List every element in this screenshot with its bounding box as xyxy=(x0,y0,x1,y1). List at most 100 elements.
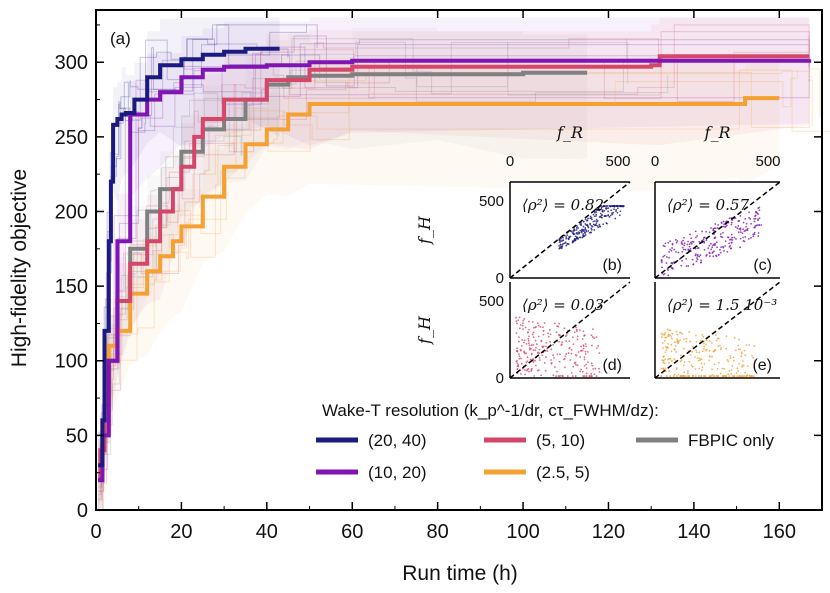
inset-point xyxy=(564,241,567,244)
inset-point xyxy=(669,248,672,251)
inset-point xyxy=(518,340,520,343)
inset-point xyxy=(564,366,566,369)
inset-point xyxy=(534,339,537,342)
inset-point xyxy=(591,344,593,347)
inset-point xyxy=(582,225,585,228)
inset-point xyxy=(525,342,528,345)
inset-point xyxy=(717,361,720,364)
inset-y-label: f_H xyxy=(415,215,434,245)
inset-point xyxy=(593,215,596,218)
inset-point xyxy=(590,218,593,221)
inset-point xyxy=(523,317,526,320)
inset-point xyxy=(613,208,615,210)
inset-point xyxy=(517,363,520,366)
inset-point xyxy=(670,262,673,264)
inset-point xyxy=(670,350,673,353)
inset-point xyxy=(590,228,593,231)
inset-point xyxy=(517,319,520,322)
inset-point xyxy=(696,258,699,261)
inset-point xyxy=(700,375,703,377)
inset-point xyxy=(590,334,593,337)
inset-point xyxy=(661,333,664,336)
legend: Wake-T resolution (k_p^-1/dr, cτ_FWHM/dz… xyxy=(316,401,774,482)
inset-point xyxy=(522,328,524,331)
inset-point xyxy=(739,231,742,233)
inset-point xyxy=(575,229,578,231)
inset-point xyxy=(559,353,561,356)
inset-point xyxy=(700,261,703,264)
inset-point xyxy=(702,342,705,345)
inset-point xyxy=(516,362,519,365)
inset-point xyxy=(717,345,720,348)
inset-point xyxy=(662,355,665,358)
inset-point xyxy=(736,227,739,230)
inset-point xyxy=(708,340,711,343)
inset-diagonal xyxy=(654,181,781,279)
series-line-1 xyxy=(98,58,812,483)
inset-point xyxy=(663,339,666,342)
inset-point xyxy=(733,336,736,339)
inset-point xyxy=(578,232,581,235)
inset-point xyxy=(735,371,738,374)
series-lines xyxy=(98,46,812,483)
inset-point xyxy=(662,361,665,364)
inset-point xyxy=(553,322,556,325)
inset-point xyxy=(676,367,678,369)
inset-point xyxy=(715,375,718,377)
inset-point xyxy=(674,238,677,241)
inset-point xyxy=(579,223,582,226)
inset-point xyxy=(672,375,675,377)
inset-point xyxy=(663,254,666,257)
inset-point xyxy=(547,332,549,335)
inset-point xyxy=(562,242,565,245)
inset-point xyxy=(735,237,737,240)
inset-point xyxy=(568,340,571,343)
inset-point xyxy=(596,347,598,350)
inset-point xyxy=(710,342,713,344)
inset-point xyxy=(704,349,707,352)
inset-point xyxy=(673,248,676,251)
inset-point xyxy=(605,215,608,217)
inset-point xyxy=(599,212,602,215)
inset-point xyxy=(665,336,668,339)
inset-point xyxy=(698,255,701,258)
inset-point xyxy=(667,333,670,336)
inset-point xyxy=(518,327,521,330)
inset-point xyxy=(553,366,556,368)
inset-point xyxy=(694,247,697,250)
inset-point xyxy=(711,246,714,249)
inset-point xyxy=(561,375,564,377)
inset-point xyxy=(532,344,535,346)
x-tick-label: 140 xyxy=(677,521,710,543)
inset-point xyxy=(691,365,694,368)
inset-point xyxy=(708,359,711,362)
inset-point xyxy=(543,362,546,364)
inset-point xyxy=(568,236,571,239)
inset-point xyxy=(528,370,530,373)
inset-point xyxy=(582,220,585,223)
inset-point xyxy=(545,345,547,348)
inset-label: (e) xyxy=(752,357,772,374)
inset-y-tick-label: 0 xyxy=(496,370,504,387)
inset-point xyxy=(523,341,525,344)
inset-point xyxy=(730,241,733,244)
inset-point xyxy=(598,352,601,355)
legend-title: Wake-T resolution (k_p^-1/dr, cτ_FWHM/dz… xyxy=(322,401,659,420)
inset-point xyxy=(739,227,742,230)
inset-point xyxy=(660,261,663,264)
legend-entry: (10, 20) xyxy=(368,463,427,482)
inset-point xyxy=(701,350,704,353)
inset-point xyxy=(720,346,723,349)
inset-point xyxy=(714,223,717,225)
inset-point xyxy=(719,251,722,254)
inset-point xyxy=(740,375,743,377)
inset-label: (b) xyxy=(602,257,622,274)
inset-point xyxy=(694,356,696,359)
inset-point xyxy=(567,352,570,354)
inset-panels: ⟨ρ²⟩ = 0.82 (b) 0 500 f_H 0 500 f_R ⟨ρ²⟩ = 0.57 (… xyxy=(415,123,781,387)
inset-point xyxy=(669,240,671,243)
inset-y-tick-label: 500 xyxy=(479,193,504,210)
inset-point xyxy=(611,213,614,216)
inset-point xyxy=(731,236,734,239)
inset-point xyxy=(523,351,526,354)
